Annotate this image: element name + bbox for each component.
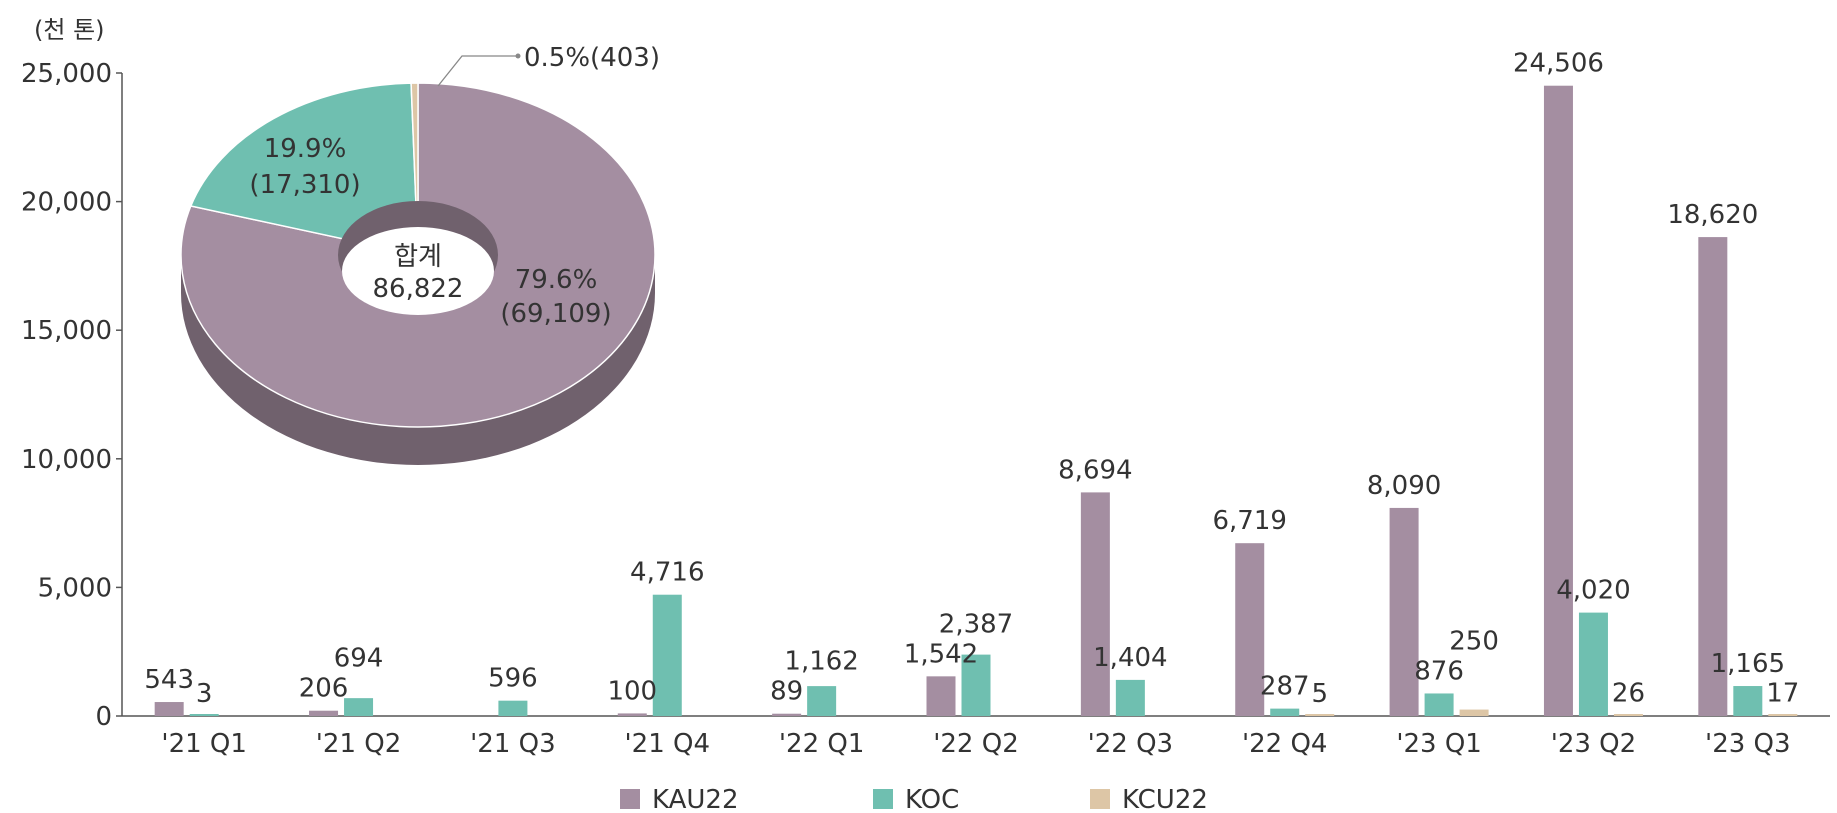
bar-koc [1115, 679, 1145, 716]
legend-label-kau22: KAU22 [652, 785, 739, 813]
x-tick-label: '21 Q1 [161, 729, 247, 759]
bar-value-label: 100 [607, 676, 657, 706]
bar-koc [1270, 708, 1300, 716]
bar-value-label: 543 [144, 665, 194, 695]
x-tick-label: '22 Q1 [779, 729, 865, 759]
y-tick-label: 15,000 [21, 316, 112, 346]
bar-koc [1424, 693, 1454, 716]
x-tick-label: '21 Q2 [316, 729, 402, 759]
bar-value-label: 206 [299, 674, 349, 704]
legend-label-kcu22: KCU22 [1122, 785, 1208, 813]
y-tick-label: 0 [95, 702, 112, 732]
x-tick-label: '23 Q3 [1705, 729, 1791, 759]
bar-value-label: 89 [770, 677, 803, 707]
bar-kau22 [1235, 543, 1265, 716]
x-tick-label: '21 Q4 [625, 729, 711, 759]
legend-label-koc: KOC [905, 785, 959, 813]
donut-slice-koc [189, 82, 419, 256]
x-tick-label: '23 Q1 [1396, 729, 1482, 759]
y-tick-label: 10,000 [21, 445, 112, 475]
bar-value-label: 1,162 [784, 647, 858, 677]
donut-center-label: 합계 [394, 242, 442, 272]
donut-koc-percent: 19.9% [264, 134, 347, 164]
bar-kau22 [1389, 507, 1419, 716]
legend-swatch-kau22 [620, 789, 640, 809]
x-tick-label: '22 Q3 [1088, 729, 1174, 759]
bar-koc [652, 594, 682, 716]
donut-leader-line [437, 55, 518, 87]
y-tick-label: 5,000 [38, 573, 112, 603]
bar-koc [961, 654, 991, 716]
donut-kau22-percent: 79.6% [515, 265, 598, 295]
bar-kau22 [772, 713, 802, 716]
bar-value-label: 596 [488, 664, 538, 694]
y-tick-label: 25,000 [21, 59, 112, 89]
donut-hole [342, 227, 494, 315]
donut-kcu22-label: 0.5%(403) [524, 43, 660, 73]
bar-kau22 [1543, 85, 1573, 716]
x-tick-label: '21 Q3 [470, 729, 556, 759]
legend-swatch-koc [873, 789, 893, 809]
bar-koc [498, 700, 528, 716]
bar-kcu22 [1459, 709, 1489, 716]
bar-value-label: 4,020 [1556, 576, 1630, 606]
bar-value-label: 694 [334, 644, 384, 674]
bar-value-label: 6,719 [1213, 506, 1287, 536]
legend: KAU22 KOC KCU22 [620, 785, 1208, 813]
bar-koc [1578, 612, 1608, 716]
bar-value-label: 8,090 [1367, 471, 1441, 501]
bar-koc [189, 714, 219, 716]
legend-swatch-kcu22 [1090, 789, 1110, 809]
bar-value-label: 18,620 [1667, 200, 1758, 230]
bar-koc [1733, 686, 1763, 716]
bar-kau22 [154, 702, 184, 716]
bar-value-label: 1,404 [1093, 643, 1167, 673]
bar-value-label: 26 [1612, 678, 1645, 708]
donut-leader-dot [515, 53, 521, 59]
x-tick-label: '23 Q2 [1551, 729, 1637, 759]
x-tick-label: '22 Q4 [1242, 729, 1328, 759]
bar-kau22 [617, 713, 647, 716]
bar-koc [344, 698, 374, 716]
bar-value-label: 876 [1414, 656, 1464, 686]
bar-value-label: 17 [1766, 679, 1799, 709]
y-axis-unit-label: (천 톤) [34, 16, 105, 44]
bar-value-label: 1,165 [1711, 649, 1785, 679]
bar-value-label: 5 [1311, 679, 1328, 709]
bar-koc [807, 686, 837, 716]
bar-value-label: 2,387 [939, 609, 1013, 639]
bar-kau22 [309, 710, 339, 716]
donut-kau22-amount: (69,109) [500, 299, 611, 329]
bar-kcu22 [1305, 714, 1335, 716]
y-tick-label: 20,000 [21, 188, 112, 218]
bar-value-label: 4,716 [630, 558, 704, 588]
bar-value-label: 8,694 [1058, 455, 1132, 485]
bar-kcu22 [1613, 714, 1643, 716]
bar-kau22 [926, 676, 956, 716]
donut-koc-amount: (17,310) [249, 170, 360, 200]
bar-value-label: 24,506 [1513, 49, 1604, 79]
bar-value-label: 287 [1260, 672, 1310, 702]
bar-value-label: 1,542 [904, 639, 978, 669]
bar-value-label: 3 [196, 679, 213, 709]
bar-value-label: 250 [1449, 626, 1499, 656]
donut-total: 86,822 [373, 274, 464, 304]
bar-kau22 [1080, 492, 1110, 716]
bar-kau22 [1698, 237, 1728, 716]
x-tick-label: '22 Q2 [933, 729, 1019, 759]
bar-kcu22 [1768, 714, 1798, 716]
